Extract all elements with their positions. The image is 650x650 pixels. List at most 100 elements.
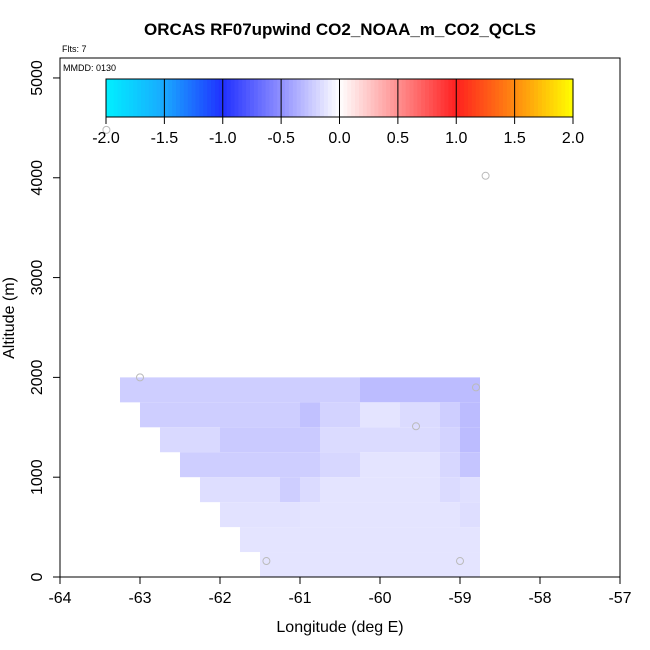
colorbar-segment [308, 79, 313, 117]
colorbar-segment [121, 79, 127, 117]
colorbar-segment [265, 79, 271, 117]
colorbar-tick-label: 0.0 [328, 130, 350, 147]
colorbar-segment [557, 79, 562, 117]
x-tick-label: -58 [528, 590, 551, 607]
colorbar-segment [253, 79, 259, 117]
colorbar-segment [374, 79, 380, 117]
colorbar-segment [534, 79, 539, 117]
heatmap-cell [220, 502, 300, 528]
colorbar-segment [331, 79, 337, 117]
heatmap-cell [440, 452, 460, 478]
sample-point [412, 422, 420, 431]
colorbar-segment [183, 79, 189, 117]
colorbar-segment [179, 79, 185, 117]
colorbar-segment [460, 79, 465, 117]
flights-label: Flts: 7 [62, 44, 87, 54]
colorbar-segment [499, 79, 504, 117]
colorbar-segment [152, 79, 158, 117]
colorbar-segment [386, 79, 391, 117]
colorbar-segment [316, 79, 321, 117]
y-axis: 0 1000 2000 3000 4000 5000 [29, 60, 60, 581]
colorbar-segment [199, 79, 204, 117]
heatmap-cell [360, 452, 440, 478]
colorbar-segment [226, 79, 232, 117]
colorbar-segment [358, 79, 364, 117]
colorbar-segment [514, 79, 520, 117]
y-axis-label: Altitude (m) [1, 277, 18, 359]
colorbar-segment [526, 79, 531, 117]
colorbar-segment [495, 79, 500, 117]
colorbar-segment [191, 79, 197, 117]
colorbar-segment [444, 79, 450, 117]
colorbar-tick-label: -1.0 [209, 130, 237, 147]
colorbar-segment [491, 79, 496, 117]
colorbar-segment [561, 79, 566, 117]
colorbar-segment [355, 79, 360, 117]
colorbar-segment [160, 79, 165, 117]
heatmap-cell [400, 402, 440, 428]
colorbar-segment [545, 79, 551, 117]
colorbar-segment [339, 79, 344, 117]
sample-point [456, 557, 464, 566]
colorbar-segment [382, 79, 387, 117]
colorbar-segment [452, 79, 457, 117]
colorbar-segment [242, 79, 247, 117]
colorbar-segment [343, 79, 348, 117]
heatmap-cells [120, 377, 480, 577]
colorbar-segment [506, 79, 512, 117]
colorbar-segment [277, 79, 282, 117]
colorbar-segment [234, 79, 239, 117]
colorbar-segment [214, 79, 220, 117]
colorbar-segment [211, 79, 216, 117]
colorbar-segment [390, 79, 395, 117]
colorbar-segment [203, 79, 208, 117]
colorbar-segment [448, 79, 453, 117]
colorbar-segment [351, 79, 356, 117]
colorbar-segment [464, 79, 469, 117]
sample-point [136, 373, 144, 382]
colorbar-segment [362, 79, 368, 117]
colorbar-segment [553, 79, 559, 117]
sample-point [262, 557, 271, 566]
sample-point [472, 383, 480, 392]
colorbar-segment [164, 79, 169, 117]
y-tick-label: 3000 [29, 260, 46, 296]
colorbar-segment [323, 79, 329, 117]
colorbar-segment [483, 79, 488, 117]
colorbar-segment [522, 79, 527, 117]
x-tick-label: -64 [48, 590, 71, 607]
colorbar-tick-label: -0.5 [267, 130, 295, 147]
x-tick-label: -63 [128, 590, 151, 607]
heatmap-cell [220, 427, 320, 453]
colorbar-segment [137, 79, 142, 117]
colorbar-segment [281, 79, 286, 117]
colorbar-segment [436, 79, 442, 117]
heatmap-cell [360, 377, 480, 403]
colorbar-segment [397, 79, 403, 117]
colorbar-tick-label: -1.5 [151, 130, 179, 147]
colorbar-segment [425, 79, 430, 117]
colorbar-segment [296, 79, 302, 117]
colorbar-segment [401, 79, 407, 117]
colorbar-segment [218, 79, 224, 117]
heatmap-cell [200, 477, 280, 503]
sample-point [102, 125, 111, 134]
y-tick-label: 0 [29, 572, 46, 581]
colorbar-segment [405, 79, 411, 117]
colorbar-segment [230, 79, 236, 117]
colorbar-segment [409, 79, 415, 117]
y-tick-label: 2000 [29, 359, 46, 395]
colorbar-segment [144, 79, 150, 117]
colorbar-segment [327, 79, 333, 117]
colorbar-segment [456, 79, 461, 117]
heatmap-cell [320, 427, 440, 453]
colorbar-segment [168, 79, 173, 117]
colorbar-segment [113, 79, 119, 117]
colorbar: -2.0 -1.5 -1.0 -0.5 0.0 0.5 1.0 1.5 2.0 [92, 78, 584, 147]
heatmap-cell [460, 477, 480, 503]
colorbar-segment [172, 79, 177, 117]
colorbar-segment [549, 79, 555, 117]
date-label: MMDD: 0130 [63, 63, 116, 73]
colorbar-segment [393, 79, 399, 117]
